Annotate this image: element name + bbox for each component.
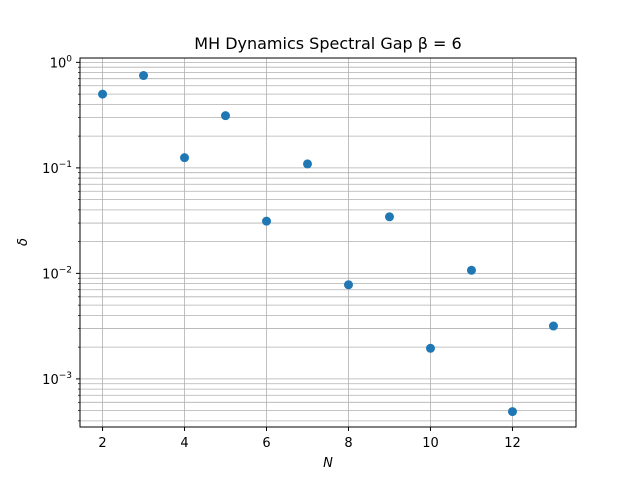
data-points <box>98 71 558 417</box>
y-tick-label: 10−1 <box>42 160 72 177</box>
grid <box>80 58 576 427</box>
x-tick-label: 2 <box>98 436 106 451</box>
data-point <box>466 265 476 275</box>
axes: 2 4 6 8 10 12 100 10−1 10−2 10−3 <box>42 54 521 451</box>
data-point <box>98 89 108 99</box>
data-point <box>180 153 190 163</box>
x-tick-label: 8 <box>344 436 352 451</box>
x-tick-label: 12 <box>504 436 521 451</box>
y-axis-title: δ <box>16 238 31 246</box>
plot-frame <box>79 57 577 428</box>
data-point <box>507 407 517 417</box>
y-tick-label: 10−2 <box>42 265 72 282</box>
y-tick-label: 100 <box>50 54 73 71</box>
data-point <box>139 71 149 81</box>
x-axis-title: N <box>323 456 333 471</box>
x-tick-label: 10 <box>422 436 439 451</box>
chart-title: MH Dynamics Spectral Gap β = 6 <box>194 34 461 53</box>
x-tick-label: 6 <box>262 436 270 451</box>
data-point <box>303 159 313 169</box>
data-point <box>343 280 353 290</box>
data-point <box>221 111 231 121</box>
y-tick-label: 10−3 <box>42 371 72 388</box>
data-point <box>548 321 558 331</box>
data-point <box>425 343 435 353</box>
data-point <box>262 216 272 226</box>
data-point <box>384 212 394 222</box>
x-tick-label: 4 <box>180 436 188 451</box>
